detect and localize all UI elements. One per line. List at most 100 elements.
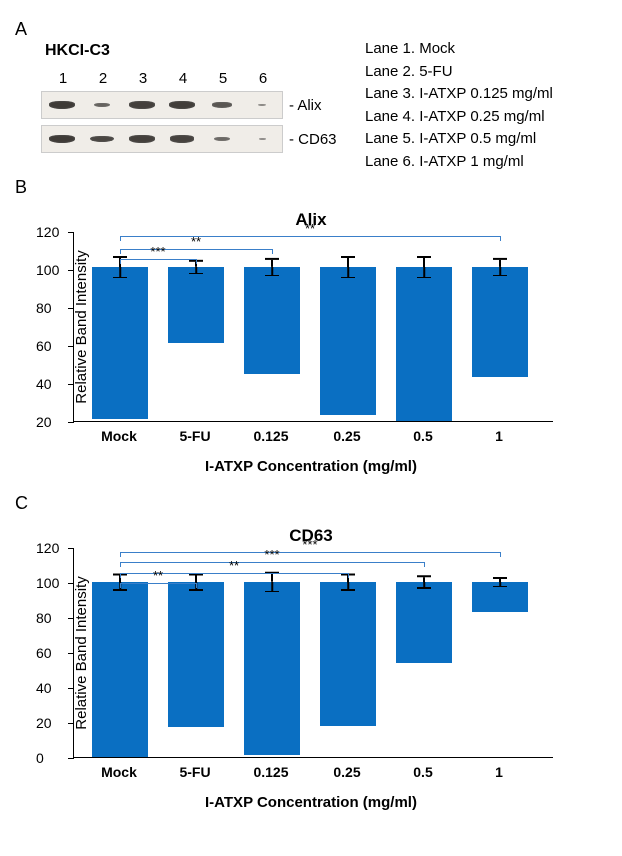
significance-stars: **	[191, 234, 201, 249]
significance-stars: ***	[264, 547, 279, 562]
y-tick	[68, 548, 74, 549]
x-tick-label: 5-FU	[167, 764, 223, 780]
bar-slot	[244, 582, 300, 757]
error-cap-lower	[189, 589, 203, 591]
significance-tick	[424, 562, 425, 567]
error-cap-lower	[265, 275, 279, 277]
y-tick-label: 0	[36, 750, 44, 766]
chart-b-area: Relative Band Intensity 20406080100120**…	[15, 232, 607, 422]
error-bar	[265, 258, 279, 267]
error-bar-lower	[271, 582, 273, 591]
x-tick-label: 0.25	[319, 428, 375, 444]
bar	[396, 267, 452, 421]
chart-c-xlabel: I-ATXP Concentration (mg/ml)	[15, 794, 607, 811]
error-cap-lower	[265, 591, 279, 593]
lane-cell	[162, 96, 202, 114]
error-bar-lower	[499, 267, 501, 275]
bar-slot	[92, 582, 148, 757]
blot-row: - Alix	[15, 91, 355, 119]
error-cap-lower	[417, 587, 431, 589]
chart-b-xlabel: I-ATXP Concentration (mg/ml)	[15, 458, 607, 475]
significance-tick	[196, 583, 197, 588]
lane-cell	[42, 96, 82, 114]
significance-tick	[120, 573, 121, 578]
significance-tick	[120, 583, 121, 588]
lane-cell	[202, 96, 242, 114]
blot-row: - CD63	[15, 125, 355, 153]
band	[169, 101, 195, 108]
error-cap-lower	[493, 586, 507, 588]
band	[129, 135, 154, 142]
legend-line: Lane 4. I-ATXP 0.25 mg/ml	[365, 106, 553, 129]
significance-stars: **	[153, 568, 163, 583]
legend-line: Lane 6. I-ATXP 1 mg/ml	[365, 151, 553, 174]
y-tick-label: 20	[36, 715, 52, 731]
lane-number: 2	[83, 70, 123, 87]
y-tick-label: 40	[36, 680, 52, 696]
error-bar-lower	[271, 267, 273, 275]
y-tick-label: 40	[36, 376, 52, 392]
lane-number: 5	[203, 70, 243, 87]
error-cap-lower	[417, 277, 431, 279]
significance-stars: ***	[302, 537, 317, 552]
y-tick-label: 100	[36, 575, 59, 591]
western-blot: HKCI-C3 123456 - Alix- CD63	[15, 42, 355, 159]
panel-b-label: B	[15, 177, 607, 198]
bar	[168, 582, 224, 727]
significance-tick	[120, 249, 121, 254]
bar	[472, 582, 528, 612]
bar	[320, 267, 376, 415]
lane-cell	[42, 130, 82, 148]
lane-box	[41, 125, 283, 153]
legend-line: Lane 1. Mock	[365, 38, 553, 61]
bar-slot	[320, 582, 376, 757]
lane-number: 3	[123, 70, 163, 87]
bar	[472, 267, 528, 377]
significance-line	[120, 583, 196, 584]
lane-number: 6	[243, 70, 283, 87]
significance-line	[120, 236, 500, 237]
bar	[396, 582, 452, 663]
error-bar-lower	[347, 267, 349, 277]
panel-b-chart: Alix Relative Band Intensity 20406080100…	[15, 210, 607, 475]
band	[212, 102, 232, 108]
bar-slot	[396, 582, 452, 757]
bar-slot	[472, 267, 528, 421]
error-cap-lower	[113, 589, 127, 591]
band	[49, 101, 76, 109]
bar-slot	[92, 267, 148, 421]
lane-legend: Lane 1. MockLane 2. 5-FULane 3. I-ATXP 0…	[365, 38, 553, 173]
x-tick-label: Mock	[91, 764, 147, 780]
bar	[244, 582, 300, 755]
error-bar	[341, 256, 355, 267]
x-tick-label: 0.25	[319, 764, 375, 780]
lane-cell	[202, 130, 242, 148]
panel-a: HKCI-C3 123456 - Alix- CD63 Lane 1. Mock…	[15, 42, 607, 173]
significance-stars: ***	[150, 244, 165, 259]
y-tick-label: 60	[36, 645, 52, 661]
y-tick-label: 20	[36, 414, 52, 430]
significance-stars: **	[229, 558, 239, 573]
band	[214, 137, 229, 141]
error-bar	[417, 575, 431, 582]
significance-tick	[120, 259, 121, 264]
panel-c-label: C	[15, 493, 607, 514]
significance-line	[120, 562, 424, 563]
error-cap-lower	[341, 277, 355, 279]
significance-tick	[348, 573, 349, 578]
bar	[244, 267, 300, 373]
bar	[92, 267, 148, 419]
x-tick-label: Mock	[91, 428, 147, 444]
error-bar-lower	[119, 267, 121, 277]
y-tick-label: 120	[36, 224, 59, 240]
band	[258, 104, 266, 106]
band	[259, 138, 266, 140]
lane-cell	[82, 96, 122, 114]
band	[90, 136, 114, 143]
y-tick-label: 60	[36, 338, 52, 354]
band	[170, 135, 195, 142]
x-tick-label: 0.5	[395, 428, 451, 444]
bars-row	[74, 582, 528, 757]
y-tick-label: 120	[36, 540, 59, 556]
bar	[168, 267, 224, 343]
